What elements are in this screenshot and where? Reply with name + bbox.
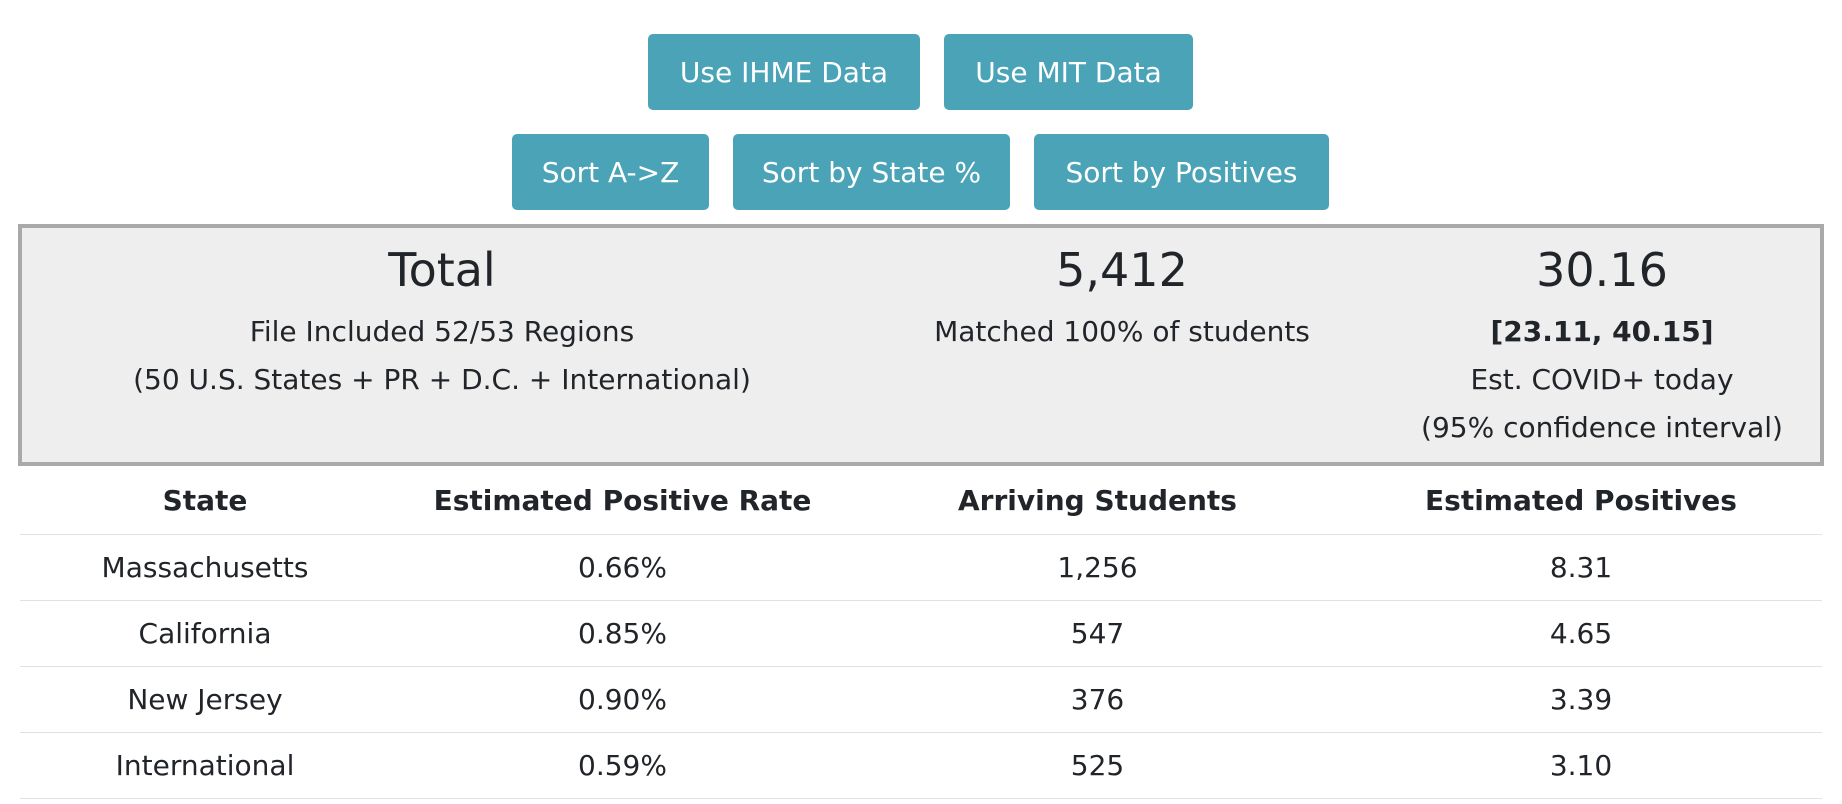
positives-cell: 3.39 xyxy=(1340,666,1822,733)
regions-breakdown-text: (50 U.S. States + PR + D.C. + Internatio… xyxy=(133,363,751,396)
table-row: California 0.85% 547 4.65 xyxy=(20,600,1822,667)
matched-students-text: Matched 100% of students xyxy=(934,315,1310,348)
summary-estimate: 30.16 [23.11, 40.15] Est. COVID+ today (… xyxy=(1382,228,1822,452)
rate-cell: 0.66% xyxy=(390,534,855,601)
header-estimated-positives[interactable]: Estimated Positives xyxy=(1340,468,1822,535)
header-state[interactable]: State xyxy=(20,468,390,535)
summary-total: Total File Included 52/53 Regions (50 U.… xyxy=(22,228,862,404)
rate-cell: 0.59% xyxy=(390,732,855,799)
use-mit-data-button[interactable]: Use MIT Data xyxy=(944,34,1193,110)
summary-panel: Total File Included 52/53 Regions (50 U.… xyxy=(18,224,1824,466)
sort-by-state-percent-button[interactable]: Sort by State % xyxy=(733,134,1010,210)
table-row: Massachusetts 0.66% 1,256 8.31 xyxy=(20,534,1822,601)
students-cell: 376 xyxy=(855,666,1340,733)
table-row: New Jersey 0.90% 376 3.39 xyxy=(20,666,1822,733)
rate-cell: 0.90% xyxy=(390,666,855,733)
header-arriving-students[interactable]: Arriving Students xyxy=(855,468,1340,535)
table-header-row: State Estimated Positive Rate Arriving S… xyxy=(20,468,1822,535)
total-students-value: 5,412 xyxy=(1056,243,1188,297)
state-cell: International xyxy=(20,732,390,799)
students-cell: 525 xyxy=(855,732,1340,799)
positives-cell: 8.31 xyxy=(1340,534,1822,601)
table-row: International 0.59% 525 3.10 xyxy=(20,732,1822,799)
total-heading: Total xyxy=(388,243,496,297)
students-cell: 1,256 xyxy=(855,534,1340,601)
rate-cell: 0.85% xyxy=(390,600,855,667)
positives-cell: 3.10 xyxy=(1340,732,1822,799)
estimated-positives-value: 30.16 xyxy=(1536,243,1668,297)
use-ihme-data-button[interactable]: Use IHME Data xyxy=(648,34,920,110)
students-cell: 547 xyxy=(855,600,1340,667)
est-covid-today-text: Est. COVID+ today xyxy=(1470,363,1734,396)
positives-cell: 4.65 xyxy=(1340,600,1822,667)
sort-a-z-button[interactable]: Sort A->Z xyxy=(512,134,709,210)
confidence-interval-label: (95% confidence interval) xyxy=(1421,411,1783,444)
state-cell: California xyxy=(20,600,390,667)
sort-by-positives-button[interactable]: Sort by Positives xyxy=(1034,134,1329,210)
state-cell: New Jersey xyxy=(20,666,390,733)
confidence-interval-value: [23.11, 40.15] xyxy=(1490,315,1714,348)
header-estimated-positive-rate[interactable]: Estimated Positive Rate xyxy=(390,468,855,535)
state-cell: Massachusetts xyxy=(20,534,390,601)
summary-students: 5,412 Matched 100% of students xyxy=(862,228,1382,356)
regions-included-text: File Included 52/53 Regions xyxy=(249,315,635,348)
state-table: State Estimated Positive Rate Arriving S… xyxy=(20,468,1822,799)
